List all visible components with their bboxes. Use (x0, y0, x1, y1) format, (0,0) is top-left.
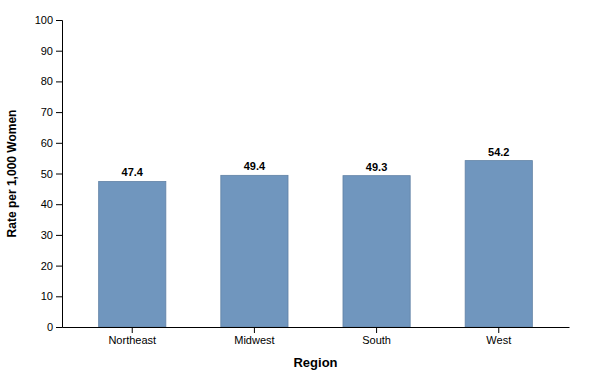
tick-mark (56, 51, 62, 52)
tick-mark (56, 143, 62, 144)
tick-label: 90 (41, 45, 53, 57)
tick-mark (56, 81, 62, 82)
tick-mark (132, 327, 133, 333)
data-label: 49.4 (244, 160, 266, 172)
y-tick: 0 (47, 321, 62, 333)
bars (99, 161, 533, 327)
tick-label: 80 (41, 75, 53, 87)
tick-mark (56, 174, 62, 175)
tick-mark (498, 327, 499, 333)
tick-label: 30 (41, 229, 53, 241)
tick-mark (254, 327, 255, 333)
x-axis: Northeast Midwest South West (63, 327, 570, 346)
tick-mark (56, 266, 62, 267)
plot-area: 0 10 20 30 40 50 60 70 80 90 100 Northeast Midwest So… (35, 14, 570, 346)
y-tick: 100 (35, 14, 62, 26)
y-tick: 70 (41, 106, 62, 118)
tick-label: South (362, 334, 391, 346)
y-tick: 40 (41, 198, 62, 210)
tick-mark (376, 327, 377, 333)
axis-line (56, 21, 63, 328)
x-tick: Midwest (234, 327, 274, 346)
tick-label: 50 (41, 168, 53, 180)
bar (343, 176, 410, 327)
data-label: 49.3 (366, 161, 387, 173)
y-tick: 80 (41, 75, 62, 87)
bar (99, 181, 166, 327)
x-axis-title: Region (293, 355, 337, 370)
tick-mark (56, 235, 62, 236)
y-tick: 10 (41, 290, 62, 302)
tick-label: 40 (41, 198, 53, 210)
x-tick: South (362, 327, 391, 346)
x-tick: Northeast (108, 327, 156, 346)
bar (465, 161, 532, 327)
y-tick: 20 (41, 260, 62, 272)
tick-mark (56, 204, 62, 205)
x-tick: West (486, 327, 511, 346)
tick-label: 10 (41, 290, 53, 302)
tick-mark (56, 112, 62, 113)
axis-line (63, 327, 570, 328)
tick-label: 60 (41, 137, 53, 149)
tick-label: West (486, 334, 511, 346)
tick-mark (56, 20, 62, 21)
tick-label: 70 (41, 106, 53, 118)
bar (221, 175, 288, 327)
tick-mark (56, 296, 62, 297)
tick-label: 0 (47, 321, 53, 333)
y-tick: 60 (41, 137, 62, 149)
tick-label: 20 (41, 260, 53, 272)
y-axis: 0 10 20 30 40 50 60 70 80 90 100 (35, 14, 63, 333)
tick-label: Northeast (108, 334, 156, 346)
y-axis-title: Rate per 1,000 Women (5, 110, 19, 238)
data-label: 47.4 (122, 166, 144, 178)
tick-label: 100 (35, 14, 53, 26)
data-label: 54.2 (488, 146, 509, 158)
tick-label: Midwest (234, 334, 274, 346)
y-tick: 50 (41, 168, 62, 180)
y-tick: 30 (41, 229, 62, 241)
y-tick: 90 (41, 45, 62, 57)
tick-mark (56, 327, 62, 328)
chart: 0 10 20 30 40 50 60 70 80 90 100 Northeast Midwest So… (0, 0, 589, 379)
data-labels: 47.4 49.4 49.3 54.2 (122, 146, 510, 179)
